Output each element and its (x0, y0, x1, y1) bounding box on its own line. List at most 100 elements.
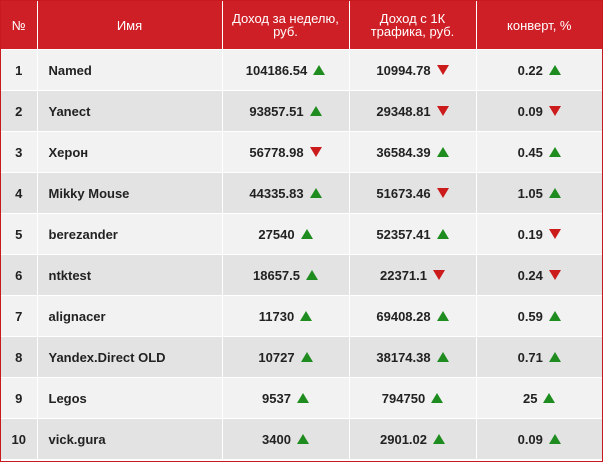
cell-week-income-value: 104186.54 (245, 62, 308, 78)
cell-conversion: 0.59 (476, 295, 602, 337)
cell-income-per-1k-value: 794750 (381, 390, 426, 406)
cell-name: Херон (37, 131, 223, 173)
arrow-down-icon (436, 188, 449, 199)
header-week-income: Доход за неделю, руб. (222, 1, 350, 50)
cell-name-value: Херон (48, 144, 89, 160)
cell-income-per-1k-value: 2901.02 (380, 431, 427, 447)
cell-name-value: alignacer (48, 308, 106, 324)
cell-conversion-value: 0.71 (517, 349, 543, 365)
cell-week-income-value: 9537 (262, 390, 291, 406)
cell-name: ntktest (37, 254, 223, 296)
arrow-down-icon (548, 270, 561, 281)
arrow-up-icon (300, 311, 313, 322)
cell-income-per-1k: 38174.38 (349, 336, 477, 378)
arrow-up-icon (306, 270, 318, 281)
arrow-down-icon (548, 229, 561, 240)
cell-conversion-value: 0.24 (517, 267, 543, 283)
cell-week-income: 44335.83 (222, 172, 350, 214)
cell-name-value: Legos (48, 390, 87, 406)
cell-conversion-value: 0.59 (517, 308, 543, 324)
table-row: 10 vick.gura 3400 2901.02 0.09 (1, 418, 602, 459)
table-row: 7 alignacer 11730 69408.28 0.59 (1, 295, 602, 337)
cell-num: 8 (1, 336, 38, 378)
cell-num-value: 8 (15, 349, 23, 365)
cell-income-per-1k-value: 69408.28 (376, 308, 431, 324)
cell-income-per-1k-value: 29348.81 (376, 103, 431, 119)
arrow-up-icon (309, 106, 322, 117)
cell-name: Yandex.Direct OLD (37, 336, 223, 378)
cell-income-per-1k-value: 51673.46 (376, 185, 431, 201)
cell-income-per-1k-value: 22371.1 (380, 267, 427, 283)
cell-conversion-value: 1.05 (517, 185, 543, 201)
cell-num: 1 (1, 49, 38, 91)
arrow-up-icon (433, 434, 445, 445)
arrow-up-icon (548, 434, 561, 445)
cell-conversion-value: 0.45 (517, 144, 543, 160)
cell-week-income: 10727 (222, 336, 350, 378)
cell-conversion-value: 0.09 (517, 431, 543, 447)
cell-conversion: 0.45 (476, 131, 602, 173)
arrow-up-icon (300, 229, 313, 240)
cell-name-value: vick.gura (48, 431, 106, 447)
cell-conversion: 25 (476, 377, 602, 419)
cell-week-income: 9537 (222, 377, 350, 419)
cell-week-income-value: 93857.51 (249, 103, 304, 119)
cell-num-value: 6 (15, 267, 23, 283)
cell-name-value: Yandex.Direct OLD (48, 349, 166, 365)
cell-num: 3 (1, 131, 38, 173)
cell-week-income: 104186.54 (222, 49, 350, 91)
cell-income-per-1k: 22371.1 (349, 254, 477, 296)
cell-income-per-1k-value: 36584.39 (376, 144, 431, 160)
table-row: 2 Yanect 93857.51 29348.81 0.09 (1, 90, 602, 132)
cell-conversion: 0.09 (476, 418, 602, 459)
cell-name-value: Named (48, 62, 92, 78)
cell-conversion-value: 25 (523, 390, 538, 406)
cell-name: berezander (37, 213, 223, 255)
cell-week-income-value: 56778.98 (249, 144, 304, 160)
cell-conversion: 0.71 (476, 336, 602, 378)
cell-name-value: Mikky Mouse (48, 185, 130, 201)
arrow-down-icon (436, 65, 449, 76)
cell-week-income: 3400 (222, 418, 350, 459)
cell-income-per-1k: 10994.78 (349, 49, 477, 91)
arrow-up-icon (548, 311, 561, 322)
cell-income-per-1k: 2901.02 (349, 418, 477, 459)
table-row: 4 Mikky Mouse 44335.83 51673.46 1.05 (1, 172, 602, 214)
cell-income-per-1k-value: 38174.38 (376, 349, 431, 365)
table-row: 8 Yandex.Direct OLD 10727 38174.38 0.71 (1, 336, 602, 378)
arrow-up-icon (436, 147, 449, 158)
arrow-down-icon (436, 106, 449, 117)
cell-week-income-value: 44335.83 (249, 185, 304, 201)
cell-num-value: 10 (11, 431, 26, 447)
cell-num: 5 (1, 213, 38, 255)
arrow-up-icon (548, 352, 561, 363)
cell-week-income: 56778.98 (222, 131, 350, 173)
cell-income-per-1k: 52357.41 (349, 213, 477, 255)
cell-num: 4 (1, 172, 38, 214)
table-row: 9 Legos 9537 794750 25 (1, 377, 602, 419)
cell-week-income-value: 18657.5 (253, 267, 300, 283)
cell-income-per-1k: 51673.46 (349, 172, 477, 214)
cell-week-income-value: 10727 (258, 349, 295, 365)
arrow-up-icon (548, 188, 561, 199)
cell-num: 9 (1, 377, 38, 419)
arrow-up-icon (548, 65, 561, 76)
cell-name-value: ntktest (48, 267, 92, 283)
header-num: № (1, 1, 38, 50)
cell-num-value: 1 (15, 62, 23, 78)
cell-week-income-value: 3400 (262, 431, 291, 447)
arrow-down-icon (433, 270, 445, 281)
cell-week-income: 18657.5 (222, 254, 350, 296)
header-conversion: конверт, % (476, 1, 602, 50)
arrow-up-icon (296, 434, 309, 445)
arrow-up-icon (548, 147, 561, 158)
arrow-down-icon (309, 147, 322, 158)
header-income-per-1k: Доход с 1К трафика, руб. (349, 1, 477, 50)
table-row: 3 Херон 56778.98 36584.39 0.45 (1, 131, 602, 173)
cell-week-income: 11730 (222, 295, 350, 337)
cell-name-value: berezander (48, 226, 118, 242)
cell-conversion-value: 0.09 (517, 103, 543, 119)
arrow-down-icon (548, 106, 561, 117)
cell-income-per-1k: 794750 (349, 377, 477, 419)
